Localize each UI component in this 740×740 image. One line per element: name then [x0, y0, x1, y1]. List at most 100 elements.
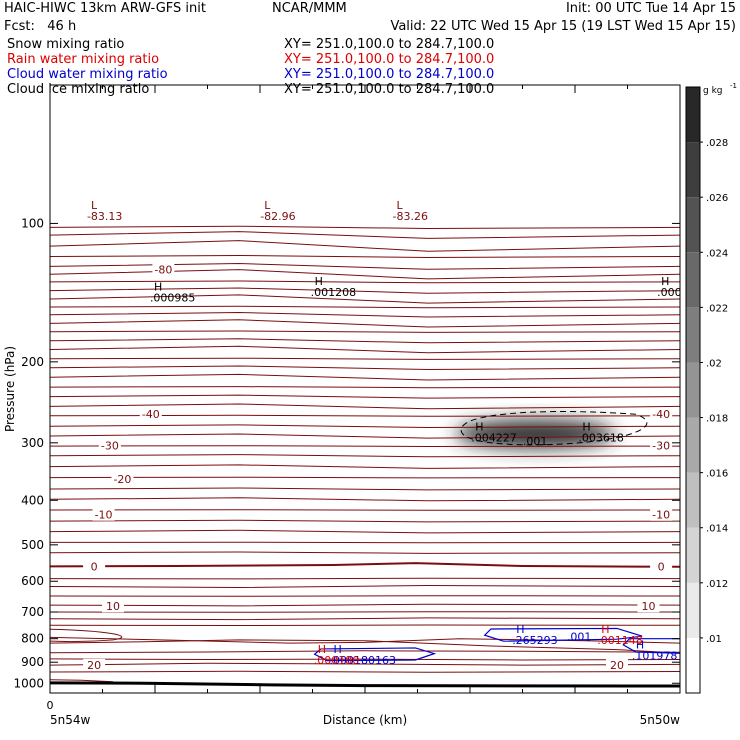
temperature-low-letter: L — [91, 199, 98, 212]
cloud-water-max-letter: H — [516, 623, 524, 636]
cloud-water-contour — [313, 647, 437, 662]
colorbar-tick-label: .016 — [706, 469, 728, 480]
snow-max-value: .003618 — [578, 431, 624, 444]
isotherm-line — [50, 262, 680, 270]
ice-max-letter: H — [154, 281, 162, 294]
x-end-label-right: 5n50w — [640, 713, 681, 727]
colorbar-frame — [685, 86, 701, 694]
y-tick-label: 100 — [21, 216, 44, 230]
isotherm-line — [50, 611, 680, 613]
isotherm-line — [50, 529, 680, 534]
x-end-label-left: 5n54w — [50, 713, 91, 727]
colorbar-segment — [686, 417, 700, 473]
isotherm-label: -30 — [101, 439, 119, 452]
isotherm-line — [50, 338, 680, 344]
isotherm-line — [50, 595, 680, 597]
label-mask — [637, 600, 660, 613]
x-tick-label: 0 — [47, 699, 54, 712]
isotherm-line — [50, 319, 680, 328]
isotherm-label: 10 — [642, 600, 656, 613]
y-tick-label: 700 — [21, 605, 44, 619]
label-mask — [606, 658, 628, 671]
isotherm-label: 20 — [610, 659, 624, 672]
label-mask — [102, 600, 124, 613]
y-tick-label: 300 — [21, 436, 44, 450]
isotherm-line — [50, 345, 680, 354]
isotherm-line — [50, 650, 680, 654]
isotherm-line — [50, 497, 680, 502]
colorbar-segment — [686, 637, 700, 693]
isotherm-line — [50, 636, 680, 644]
plot-frame — [49, 84, 681, 694]
isotherm-line — [50, 658, 680, 661]
org-label: NCAR/MMM — [272, 1, 347, 16]
isotherm-line — [50, 639, 680, 654]
snow-max-letter: H — [582, 420, 590, 433]
isotherm-line — [50, 679, 114, 683]
field-cross-section: XY= 251.0,100.0 to 284.7,100.0 — [284, 37, 495, 52]
colorbar-segment — [686, 252, 700, 308]
isotherm-line — [50, 311, 680, 318]
isotherm-line — [50, 394, 680, 399]
snow-max-letter: H — [475, 420, 483, 433]
temperature-low-value: -82.96 — [260, 210, 295, 223]
field-cross-section: XY= 251.0,100.0 to 284.7,100.0 — [284, 82, 495, 97]
label-mask — [98, 439, 121, 452]
snow-max-value: .004227 — [471, 431, 517, 444]
isotherm-line — [50, 231, 680, 239]
colorbar-tick-label: .018 — [706, 414, 728, 425]
ice-max-value: .00079 — [657, 286, 696, 299]
isotherm-line — [50, 617, 680, 621]
snow-contour — [460, 411, 648, 446]
temperature-low-value: -83.26 — [393, 210, 428, 223]
isotherm-line — [50, 577, 680, 580]
cloud-water-contour-label: .001 — [567, 631, 592, 644]
isotherm-line — [50, 357, 680, 360]
isotherm-line — [50, 445, 680, 448]
colorbar-segment — [686, 582, 700, 638]
init-time: Init: 00 UTC Tue 14 Apr 15 — [565, 1, 736, 16]
isotherm-label: -40 — [652, 408, 670, 421]
label-mask — [111, 473, 134, 486]
cloud-water-max-value: .265293 — [512, 634, 558, 647]
isotherm-line — [50, 254, 680, 259]
isotherm-line — [50, 624, 680, 627]
label-mask — [83, 658, 106, 671]
isotherm-label: -10 — [652, 509, 670, 522]
colorbar-segment — [686, 527, 700, 583]
isotherm-line — [50, 433, 680, 439]
temperature-low-value: -83.13 — [87, 210, 122, 223]
forecast-hour: Fcst: 46 h — [4, 19, 77, 34]
colorbar-tick-label: .026 — [706, 193, 728, 204]
isotherm-line — [50, 269, 680, 280]
label-mask — [650, 408, 673, 421]
isotherm-line — [50, 487, 680, 491]
y-tick-label: 800 — [21, 632, 44, 646]
isotherm-label: -20 — [113, 473, 131, 486]
label-mask — [139, 408, 162, 421]
isotherm-line — [50, 464, 680, 469]
field-cross-section: XY= 251.0,100.0 to 284.7,100.0 — [284, 52, 495, 67]
isotherm-line — [50, 373, 680, 381]
isotherm-line — [50, 562, 680, 568]
isotherm-label: -40 — [142, 408, 160, 421]
rain-max-value: .001148 — [597, 634, 643, 647]
isotherm-label: 0 — [91, 560, 98, 573]
isotherm-line — [50, 509, 680, 511]
isotherm-line — [50, 603, 680, 607]
colorbar-segment — [686, 472, 700, 528]
colorbar-segment — [686, 87, 700, 143]
isotherm-line — [50, 240, 680, 252]
isotherm-line — [50, 424, 680, 429]
isotherm-line — [50, 365, 680, 371]
isotherm-line — [50, 476, 680, 479]
isotherm-line — [50, 386, 680, 389]
isotherm-line — [50, 294, 680, 304]
colorbar-tick-label: .02 — [706, 358, 722, 369]
isotherm-line — [50, 305, 680, 309]
label-mask — [650, 439, 673, 452]
colorbar-tick-label: .024 — [706, 248, 728, 259]
field-name: Cloud water mixing ratio — [7, 67, 168, 82]
isotherm-label: 20 — [87, 659, 101, 672]
